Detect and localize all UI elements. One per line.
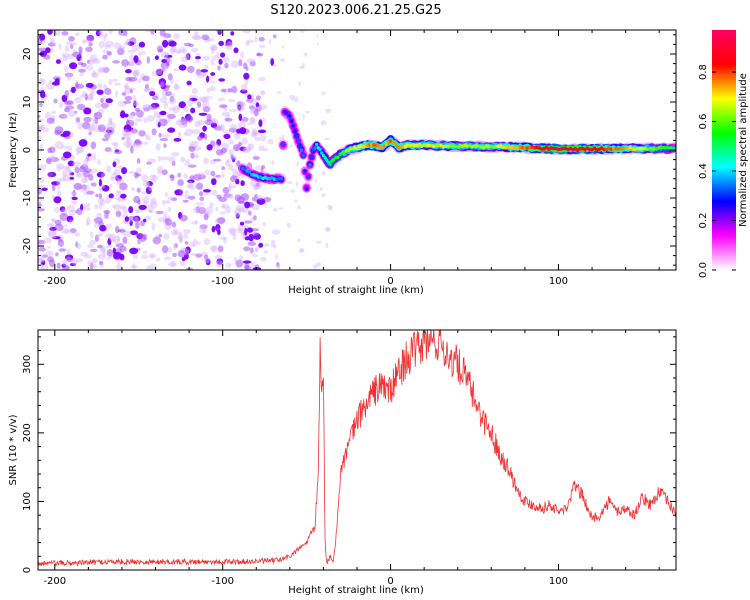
colorbar-strip	[712, 30, 736, 270]
snr-y-ticks: 0 100 200 300	[22, 336, 676, 573]
colorbar-ticks: 0.0 0.2 0.4 0.6 0.8	[698, 64, 736, 278]
snr-plot-area	[38, 330, 676, 567]
snr-x-tick-label: 100	[549, 576, 568, 587]
noise-speckle	[38, 30, 333, 270]
colorbar-tick-label: 0.4	[698, 163, 709, 179]
spectrogram-y-axis-label: Frequency (Hz)	[8, 112, 19, 188]
colorbar-tick-label: 0.2	[698, 213, 709, 229]
figure-title: S120.2023.006.21.25.G25	[270, 3, 441, 18]
snr-y-tick-label: 300	[22, 355, 33, 374]
snr-x-axis-label: Height of straight line (km)	[288, 585, 424, 596]
spectrogram-x-tick-label: 0	[387, 276, 393, 287]
snr-y-tick-label: 100	[22, 492, 33, 511]
snr-x-ticks: -200 -100 0 100	[43, 330, 660, 587]
colorbar-label: Normalized spectral amplitude	[738, 73, 749, 227]
spectrogram-y-tick-label: -10	[22, 190, 33, 206]
signal-track	[237, 106, 676, 194]
snr-x-tick-label: -100	[211, 576, 234, 587]
colorbar-tick-label: 0.8	[698, 64, 709, 80]
spectrogram-y-tick-label: 20	[22, 48, 33, 61]
colorbar-tick-label: 0.0	[698, 262, 709, 278]
colorbar: 0.0 0.2 0.4 0.6 0.8 Normalized spectral ampl…	[698, 30, 749, 278]
spectrogram-x-tick-label: 100	[549, 276, 568, 287]
snr-y-axis-label: SNR (10 * v/v)	[8, 414, 19, 485]
snr-x-tick-label: -200	[43, 576, 66, 587]
spectrogram-x-ticks: -200 -100 0 100	[43, 30, 660, 287]
spectrogram-y-tick-label: 10	[22, 96, 33, 109]
spectrogram-y-ticks: -20 -10 0 10 20	[22, 34, 676, 266]
colorbar-tick-label: 0.6	[698, 114, 709, 130]
spectrogram-y-tick-label: 0	[22, 147, 33, 153]
snr-series-line-0	[38, 330, 676, 567]
spectrogram-x-tick-label: -100	[211, 276, 234, 287]
spectrogram-x-tick-label: -200	[43, 276, 66, 287]
snr-y-tick-label: 200	[22, 423, 33, 442]
spectrogram-x-axis-label: Height of straight line (km)	[288, 285, 424, 296]
spectrogram-plot-area	[38, 30, 676, 270]
spectrogram-y-tick-label: -20	[22, 238, 33, 254]
snr-x-tick-label: 0	[387, 576, 393, 587]
snr-y-tick-label: 0	[22, 567, 33, 573]
snr-frame	[37, 329, 677, 571]
snr-panel: -200 -100 0 100 0 100 200 300 Height of straig…	[8, 329, 677, 596]
